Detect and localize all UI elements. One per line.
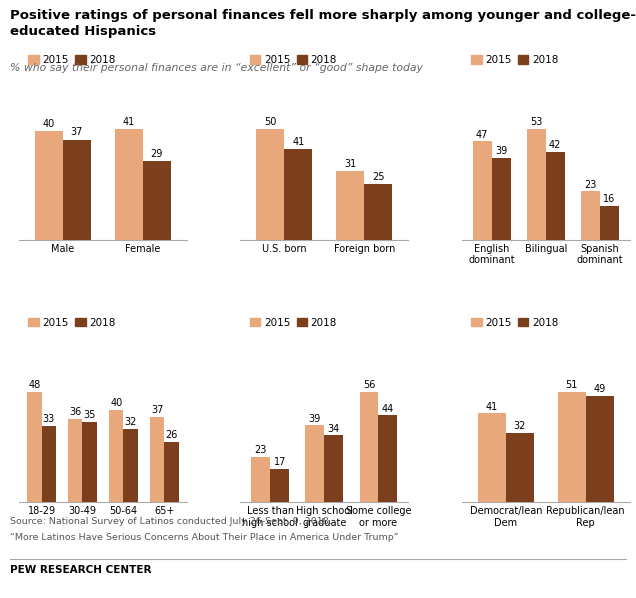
Bar — [473, 141, 492, 240]
Bar — [83, 422, 97, 502]
Text: 41: 41 — [486, 402, 498, 411]
Bar — [251, 457, 270, 502]
Text: 29: 29 — [151, 149, 163, 159]
Legend: 2015, 2018: 2015, 2018 — [245, 314, 341, 332]
Bar — [115, 129, 143, 240]
Bar — [492, 158, 511, 240]
Legend: 2015, 2018: 2015, 2018 — [245, 51, 341, 69]
Bar — [506, 433, 534, 502]
Text: 56: 56 — [363, 380, 375, 390]
Text: 39: 39 — [308, 414, 321, 423]
Text: 41: 41 — [293, 137, 305, 147]
Bar — [164, 443, 179, 502]
Bar — [558, 392, 586, 502]
Text: % who say their personal finances are in “excellent” or “good” shape today: % who say their personal finances are in… — [10, 63, 422, 73]
Bar — [364, 184, 392, 240]
Text: 37: 37 — [71, 127, 83, 138]
Text: 16: 16 — [603, 194, 616, 205]
Bar — [581, 191, 600, 240]
Bar — [35, 132, 63, 240]
Bar — [478, 413, 506, 502]
Text: 41: 41 — [123, 117, 135, 127]
Text: 39: 39 — [495, 147, 508, 156]
Text: 40: 40 — [110, 398, 122, 408]
Text: 53: 53 — [530, 117, 543, 127]
Bar — [586, 396, 614, 502]
Bar — [270, 469, 289, 502]
Text: 26: 26 — [165, 431, 177, 441]
Bar — [378, 416, 398, 502]
Text: 40: 40 — [43, 120, 55, 129]
Text: Positive ratings of personal finances fell more sharply among younger and colleg: Positive ratings of personal finances fe… — [10, 9, 635, 38]
Text: 48: 48 — [28, 380, 41, 390]
Text: 50: 50 — [264, 117, 277, 127]
Text: 35: 35 — [83, 410, 96, 420]
Text: PEW RESEARCH CENTER: PEW RESEARCH CENTER — [10, 565, 151, 575]
Bar — [284, 149, 312, 240]
Legend: 2015, 2018: 2015, 2018 — [467, 51, 563, 69]
Legend: 2015, 2018: 2015, 2018 — [24, 314, 120, 332]
Bar — [305, 425, 324, 502]
Text: 44: 44 — [382, 404, 394, 414]
Bar — [600, 206, 619, 240]
Bar — [63, 139, 91, 240]
Bar — [527, 129, 546, 240]
Text: 42: 42 — [549, 140, 562, 150]
Text: 34: 34 — [328, 423, 340, 434]
Text: 23: 23 — [584, 180, 597, 190]
Text: 36: 36 — [69, 407, 81, 417]
Bar — [143, 161, 171, 240]
Bar — [68, 419, 83, 502]
Bar — [546, 152, 565, 240]
Text: 51: 51 — [565, 380, 578, 390]
Text: 31: 31 — [344, 159, 356, 169]
Bar — [109, 410, 123, 502]
Text: Source: National Survey of Latinos conducted July 26-Sept. 9, 2018.: Source: National Survey of Latinos condu… — [10, 517, 331, 526]
Text: 37: 37 — [151, 405, 163, 415]
Text: 32: 32 — [125, 417, 137, 426]
Text: “More Latinos Have Serious Concerns About Their Place in America Under Trump”: “More Latinos Have Serious Concerns Abou… — [10, 533, 398, 542]
Bar — [359, 392, 378, 502]
Text: 47: 47 — [476, 130, 488, 140]
Text: 49: 49 — [593, 384, 606, 394]
Text: 23: 23 — [254, 446, 267, 455]
Bar — [41, 426, 56, 502]
Text: 17: 17 — [273, 457, 286, 467]
Bar — [123, 429, 138, 502]
Bar — [27, 392, 41, 502]
Bar — [150, 417, 164, 502]
Bar — [324, 435, 343, 502]
Legend: 2015, 2018: 2015, 2018 — [24, 51, 120, 69]
Text: 33: 33 — [43, 414, 55, 425]
Bar — [256, 129, 284, 240]
Bar — [336, 171, 364, 240]
Legend: 2015, 2018: 2015, 2018 — [467, 314, 563, 332]
Text: 32: 32 — [514, 421, 526, 431]
Text: 25: 25 — [372, 172, 385, 182]
